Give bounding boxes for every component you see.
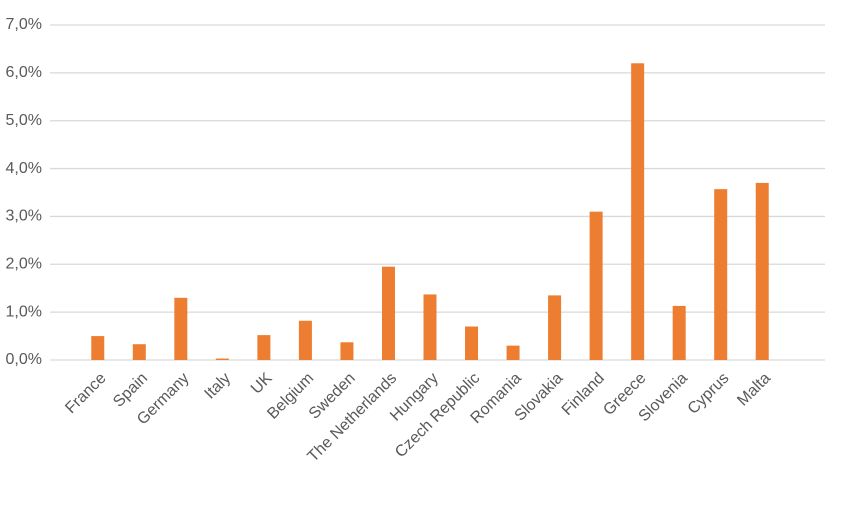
bar [298,320,312,360]
bar [465,326,479,360]
bar [340,342,354,360]
x-tick-label: UK [248,370,276,398]
bar [672,305,686,360]
bar [589,211,603,360]
x-tick-label: Italy [201,370,234,403]
x-tick-label: Malta [734,370,774,410]
x-tick-label: Cyprus [685,370,733,418]
y-tick-label: 2,0% [6,256,42,273]
bar [215,358,229,360]
x-tick-label: France [62,370,109,417]
bar [174,297,188,360]
bar [381,266,395,360]
bar [755,182,769,360]
bar [423,294,437,360]
y-tick-label: 7,0% [6,16,42,33]
y-tick-label: 6,0% [6,64,42,81]
bar [91,336,105,360]
bar [548,295,562,360]
bar [257,335,271,360]
bar [132,344,146,360]
y-tick-label: 5,0% [6,112,42,129]
y-tick-label: 1,0% [6,303,42,320]
bar [631,63,645,361]
y-tick-label: 4,0% [6,160,42,177]
bar [714,189,728,360]
y-tick-label: 0,0% [6,351,42,368]
bar [506,345,520,360]
x-tick-label: Finland [559,370,608,419]
y-tick-label: 3,0% [6,208,42,225]
